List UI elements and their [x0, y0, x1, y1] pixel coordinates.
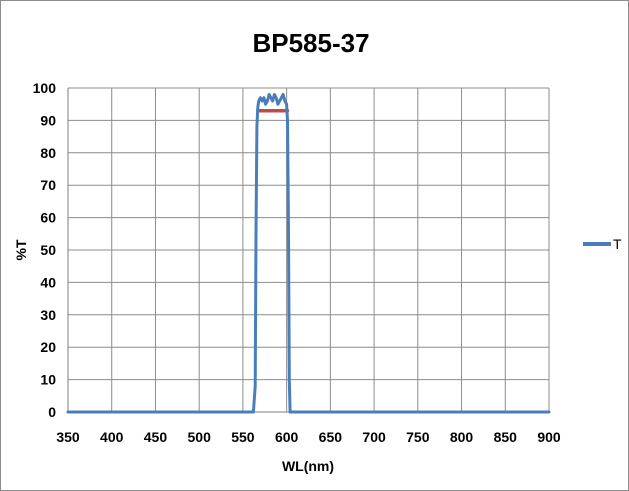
- y-tick-label: 30: [40, 307, 56, 323]
- x-tick-label: 550: [231, 429, 255, 445]
- y-tick-label: 10: [40, 372, 56, 388]
- y-axis-label: %T: [13, 239, 29, 260]
- y-tick-label: 0: [48, 404, 56, 420]
- y-tick-label: 70: [40, 177, 56, 193]
- x-tick-label: 900: [537, 429, 561, 445]
- x-tick-label: 400: [100, 429, 124, 445]
- chart-title: BP585-37: [252, 28, 369, 58]
- series-lines: [66, 93, 551, 414]
- legend: T: [583, 236, 622, 252]
- x-tick-label: 850: [494, 429, 518, 445]
- y-tick-label: 60: [40, 210, 56, 226]
- x-tick-label: 750: [406, 429, 430, 445]
- x-tick-label: 500: [188, 429, 212, 445]
- y-tick-label: 40: [40, 274, 56, 290]
- x-tick-label: 700: [362, 429, 386, 445]
- x-tick-label: 350: [56, 429, 80, 445]
- y-tick-label: 20: [40, 339, 56, 355]
- x-tick-labels: 350 400 450 500 550 600 650 700 750 800 850 900: [56, 429, 561, 445]
- y-tick-label: 100: [33, 80, 57, 96]
- y-tick-label: 50: [40, 242, 56, 258]
- series-line-t: [66, 93, 551, 414]
- y-tick-label: 80: [40, 145, 56, 161]
- x-axis-label: WL(nm): [282, 458, 334, 474]
- x-tick-label: 800: [450, 429, 474, 445]
- legend-label-t: T: [613, 236, 622, 252]
- y-tick-labels: 0 10 20 30 40 50 60 70 80 90 100: [33, 80, 57, 420]
- x-tick-label: 600: [275, 429, 299, 445]
- grid-lines: [67, 87, 550, 413]
- x-tick-label: 450: [144, 429, 168, 445]
- x-tick-label: 650: [319, 429, 343, 445]
- y-tick-label: 90: [40, 112, 56, 128]
